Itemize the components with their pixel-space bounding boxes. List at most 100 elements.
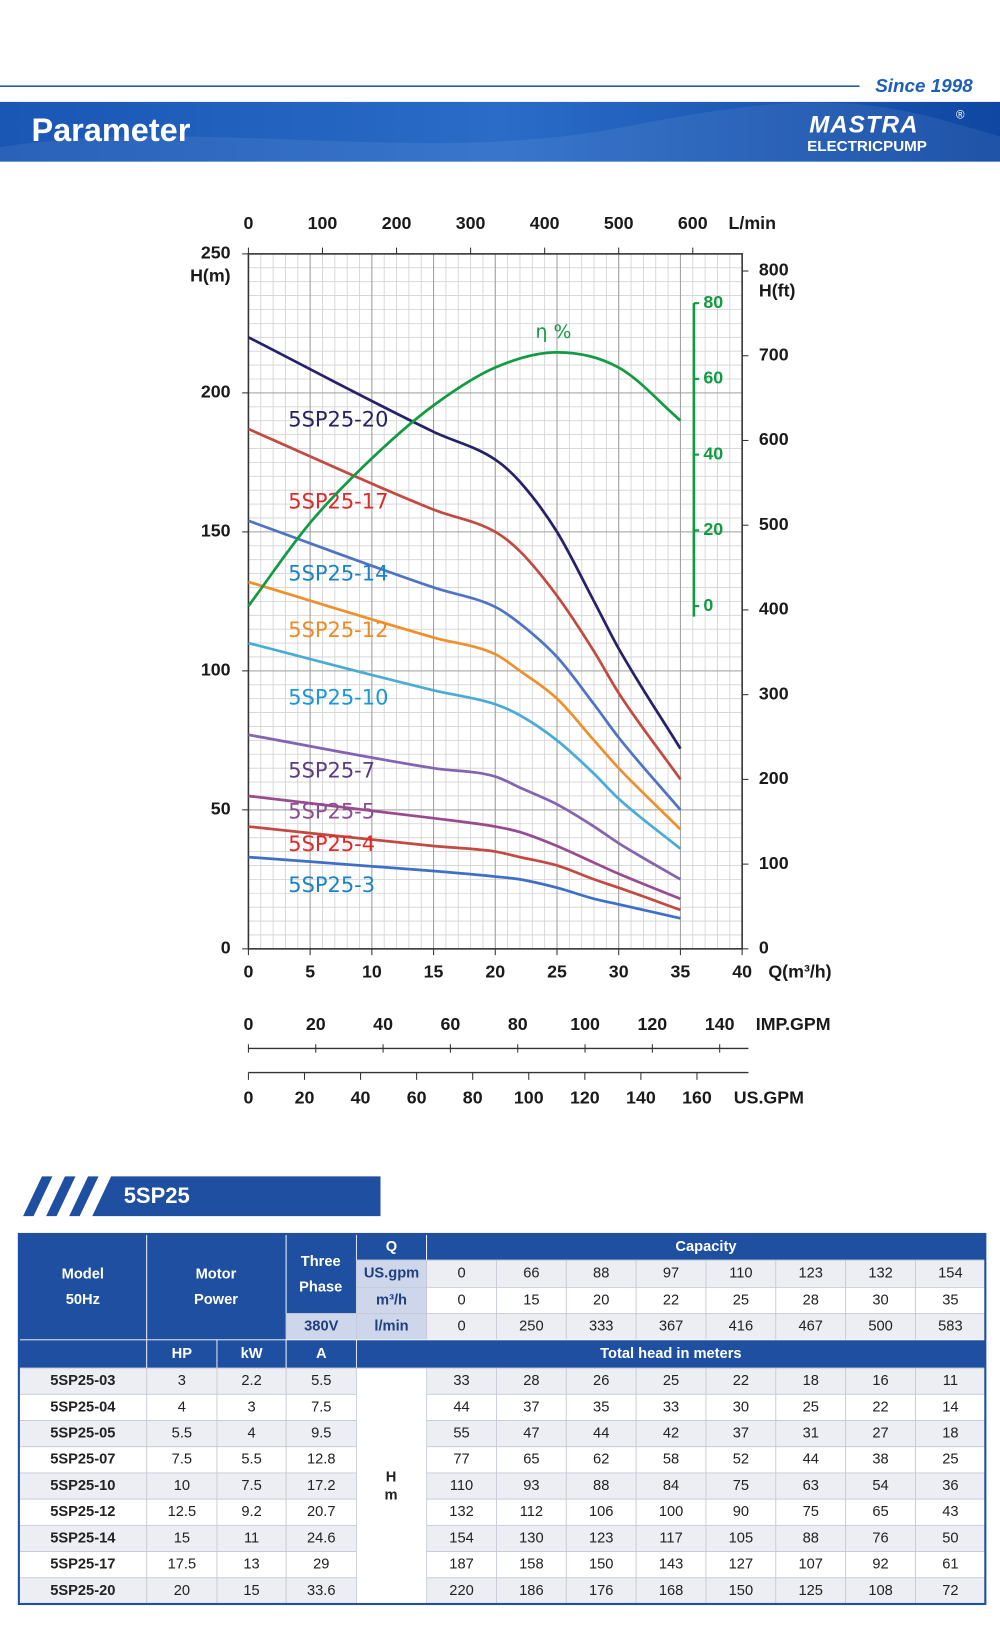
flow-value: 97 bbox=[663, 1266, 679, 1282]
head-value: 22 bbox=[733, 1373, 749, 1389]
motor-value-cell bbox=[216, 1524, 287, 1553]
head-unit-cell bbox=[355, 1367, 428, 1605]
head-value: 132 bbox=[449, 1504, 473, 1520]
head-value: 25 bbox=[803, 1399, 819, 1415]
header-hp: HP bbox=[172, 1346, 193, 1362]
head-curve bbox=[248, 794, 681, 901]
gpm-tick-label: 80 bbox=[508, 1014, 528, 1034]
head-value: 187 bbox=[449, 1557, 473, 1573]
motor-value-cell bbox=[146, 1524, 218, 1553]
head-value: 47 bbox=[523, 1426, 539, 1442]
flow-value: 110 bbox=[729, 1266, 752, 1282]
head-value: 93 bbox=[523, 1478, 539, 1494]
head-value: 84 bbox=[663, 1478, 679, 1494]
series-label: 5SP25-5 bbox=[288, 800, 375, 824]
motor-value: 29 bbox=[313, 1557, 329, 1573]
head-value: 58 bbox=[663, 1452, 679, 1468]
head-value-cell bbox=[565, 1420, 637, 1448]
motor-value: 17.5 bbox=[168, 1557, 197, 1573]
series-label: 5SP25-7 bbox=[288, 759, 375, 783]
header-label: Three bbox=[301, 1254, 341, 1270]
head-value: 176 bbox=[589, 1583, 613, 1599]
head-value-cell bbox=[426, 1524, 497, 1553]
model-name-cell bbox=[18, 1498, 148, 1526]
header-total-head: Total head in meters bbox=[600, 1346, 741, 1362]
motor-value: 20.7 bbox=[307, 1504, 336, 1520]
head-value: 33 bbox=[663, 1399, 679, 1415]
series-label: 5SP25-4 bbox=[288, 832, 375, 856]
x-tick-label: 5 bbox=[305, 962, 315, 982]
right-tick-label: 100 bbox=[759, 853, 789, 873]
head-value: 75 bbox=[803, 1504, 819, 1520]
right-tick-label: 800 bbox=[759, 260, 789, 280]
head-value: 42 bbox=[663, 1426, 679, 1442]
motor-value-cell bbox=[285, 1367, 357, 1395]
model-name-cell bbox=[18, 1420, 148, 1448]
header-cell bbox=[146, 1233, 287, 1341]
head-value: 150 bbox=[589, 1557, 613, 1573]
motor-value: 3 bbox=[178, 1373, 186, 1389]
head-value-cell bbox=[635, 1420, 707, 1448]
plot-frame bbox=[247, 253, 743, 950]
head-value-cell bbox=[775, 1446, 847, 1474]
gpm-tick-label: 140 bbox=[626, 1087, 656, 1107]
flow-value: 0 bbox=[457, 1292, 465, 1308]
head-curve bbox=[248, 855, 681, 920]
motor-value-cell bbox=[216, 1393, 287, 1421]
gpm-tick-label: 120 bbox=[570, 1087, 600, 1107]
head-value: 30 bbox=[733, 1399, 749, 1415]
series-label: 5SP25-20 bbox=[288, 408, 388, 432]
head-value-cell bbox=[496, 1446, 567, 1474]
head-value: 110 bbox=[450, 1478, 473, 1494]
head-value: 108 bbox=[868, 1583, 892, 1599]
flow-value-cell bbox=[915, 1259, 986, 1288]
stripe bbox=[46, 1176, 76, 1217]
head-value: 112 bbox=[520, 1504, 543, 1520]
head-value-cell bbox=[496, 1498, 567, 1526]
x-tick-label: 30 bbox=[609, 962, 629, 982]
top-tick-label: 0 bbox=[243, 213, 253, 233]
logo-mark: ® bbox=[956, 110, 965, 122]
x-tick-label: 10 bbox=[362, 962, 382, 982]
flow-value: 154 bbox=[938, 1266, 962, 1282]
series-label: 5SP25-12 bbox=[288, 618, 388, 642]
motor-value-cell bbox=[146, 1498, 218, 1526]
flow-value-cell bbox=[915, 1287, 986, 1315]
head-value: 18 bbox=[803, 1373, 819, 1389]
flow-value-cell bbox=[496, 1259, 567, 1288]
motor-value-cell bbox=[216, 1551, 287, 1579]
head-value: 14 bbox=[942, 1399, 958, 1415]
gpm-tick-label: 80 bbox=[463, 1087, 483, 1107]
flow-unit-cell bbox=[355, 1313, 428, 1341]
motor-value: 2.2 bbox=[241, 1373, 261, 1389]
right-tick-label: 600 bbox=[759, 429, 789, 449]
flow-value: 123 bbox=[798, 1266, 822, 1282]
header-label: H bbox=[386, 1470, 397, 1486]
head-value: 127 bbox=[729, 1557, 753, 1573]
flow-value: 132 bbox=[868, 1266, 892, 1282]
motor-value-cell bbox=[285, 1393, 357, 1421]
head-value-cell bbox=[775, 1472, 847, 1500]
motor-value: 12.8 bbox=[307, 1452, 336, 1468]
head-value: 88 bbox=[803, 1530, 819, 1546]
y-tick-label: 50 bbox=[211, 799, 231, 819]
head-value-cell bbox=[915, 1551, 986, 1579]
head-value: 123 bbox=[589, 1530, 613, 1546]
head-value: 44 bbox=[803, 1452, 819, 1468]
flow-value: 250 bbox=[519, 1319, 543, 1335]
header-label: m bbox=[384, 1487, 397, 1503]
model-name: 5SP25-17 bbox=[50, 1557, 115, 1573]
head-value: 37 bbox=[523, 1399, 539, 1415]
flow-unit-cell bbox=[355, 1287, 428, 1315]
flow-value-cell bbox=[705, 1259, 777, 1288]
header-amp-cell bbox=[285, 1339, 357, 1369]
gpm-tick-label: 160 bbox=[682, 1087, 712, 1107]
efficiency-label: η % bbox=[536, 321, 572, 343]
head-value: 220 bbox=[449, 1583, 473, 1599]
model-name: 5SP25-07 bbox=[50, 1452, 115, 1468]
head-value-cell bbox=[915, 1498, 986, 1526]
series-label: 5SP25-14 bbox=[288, 562, 388, 586]
logo-sub: ELECTRICPUMP bbox=[807, 138, 927, 155]
flow-value-cell bbox=[496, 1287, 567, 1315]
model-name: 5SP25-04 bbox=[50, 1399, 116, 1415]
